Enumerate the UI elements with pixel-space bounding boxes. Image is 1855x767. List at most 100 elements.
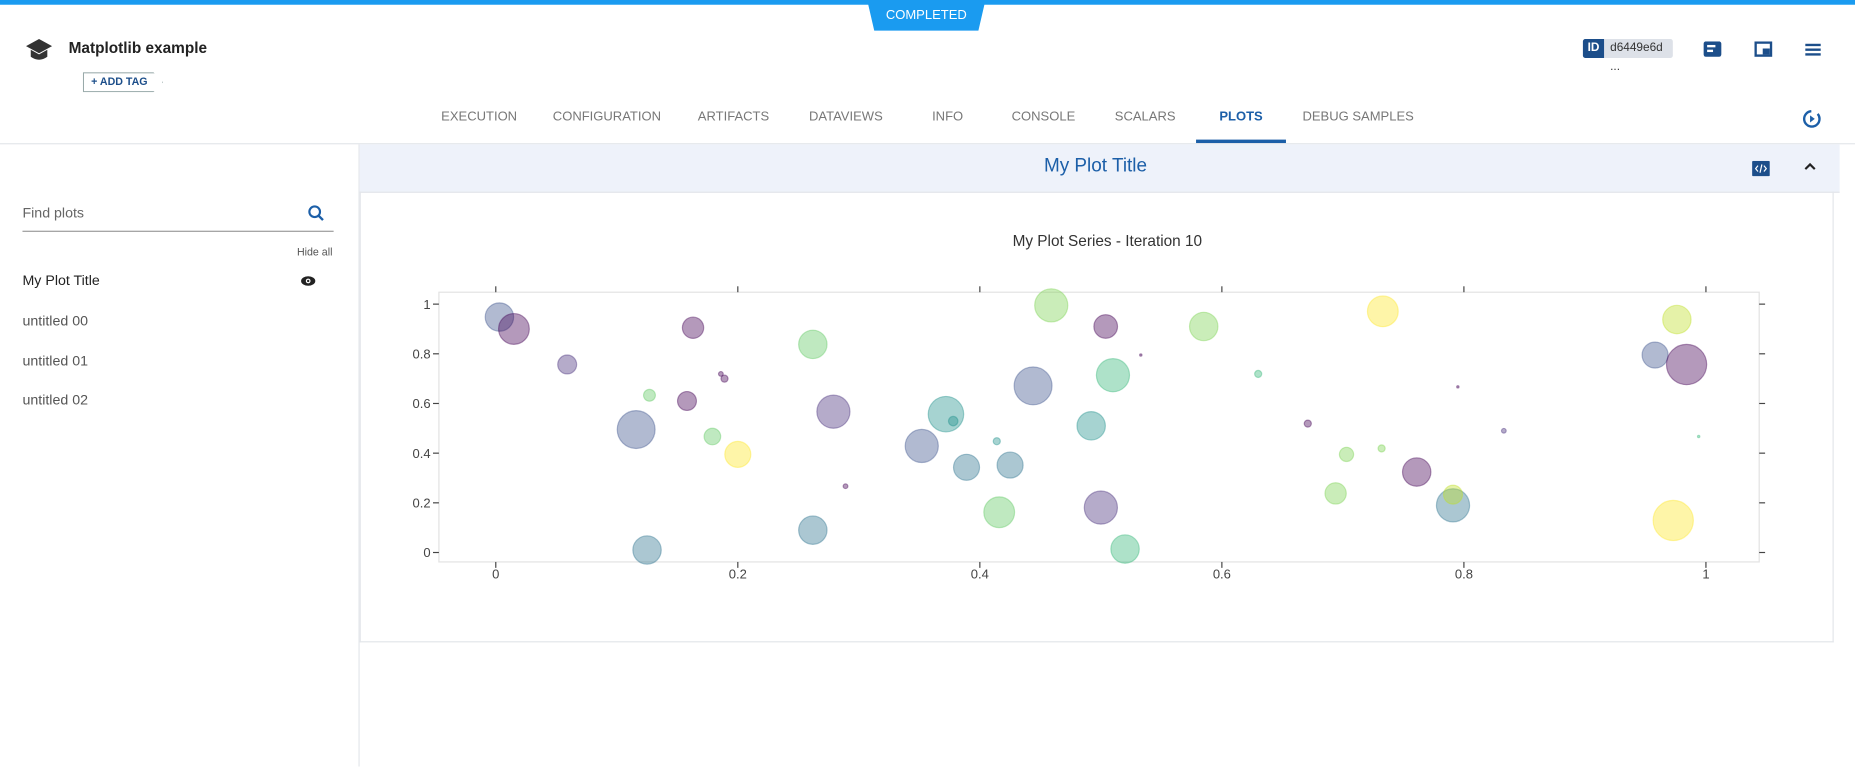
add-tag-button[interactable]: + ADD TAG	[82, 72, 163, 93]
bubble	[497, 312, 530, 345]
bubble	[720, 374, 729, 383]
chart-title: My Plot Series - Iteration 10	[1013, 233, 1203, 250]
bubble	[1665, 343, 1708, 386]
collapse-icon[interactable]	[1803, 161, 1817, 173]
tab[interactable]: DEBUG SAMPLES	[1302, 110, 1414, 125]
y-tick-label: 0	[423, 545, 430, 560]
divider	[0, 143, 1855, 145]
bubble	[1013, 366, 1053, 406]
plot-area	[438, 291, 1760, 563]
bubble	[992, 437, 1001, 446]
panel-header	[359, 144, 1840, 193]
bubble	[952, 453, 981, 481]
bubble	[703, 427, 722, 446]
panel-title: My Plot Title	[1043, 156, 1148, 177]
bubble	[816, 394, 851, 429]
layout-icon[interactable]	[1754, 41, 1773, 58]
bubble	[484, 302, 515, 332]
bubble	[947, 415, 959, 427]
bubble	[798, 329, 828, 360]
bubble	[1641, 341, 1669, 369]
search-icon[interactable]	[308, 205, 325, 222]
bubble	[1401, 457, 1432, 487]
bubble	[1139, 353, 1143, 357]
y-tick-label: 0.2	[413, 496, 431, 511]
tab[interactable]: CONSOLE	[1011, 110, 1076, 125]
bubble	[927, 395, 965, 433]
bubble	[1188, 311, 1219, 342]
logo-icon	[26, 39, 53, 60]
x-tick-label: 0.8	[1455, 567, 1473, 582]
details-icon[interactable]	[1703, 41, 1723, 58]
bubble	[1652, 499, 1694, 542]
plot-card	[359, 191, 1834, 643]
tab[interactable]: PLOTS	[1219, 110, 1263, 125]
bubble	[996, 451, 1024, 479]
bubble	[842, 483, 849, 490]
x-tick-label: 0	[492, 567, 499, 582]
plot-list-item[interactable]: untitled 01	[22, 352, 89, 370]
bubble	[1254, 369, 1263, 379]
y-tick-label: 0.4	[413, 446, 431, 461]
bubble	[1034, 288, 1069, 323]
bubble	[1083, 490, 1119, 525]
visibility-icon[interactable]	[300, 276, 316, 287]
sidebar	[0, 144, 360, 767]
status-badge: COMPLETED	[867, 0, 986, 31]
embed-icon[interactable]	[1752, 160, 1770, 177]
bubble	[616, 410, 656, 450]
plot-list-item[interactable]: untitled 00	[22, 312, 89, 329]
active-tab-underline	[1196, 139, 1286, 144]
menu-icon[interactable]	[1804, 41, 1823, 58]
tab[interactable]: CONFIGURATION	[552, 110, 662, 125]
status-text: COMPLETED	[885, 8, 967, 23]
bubble	[557, 354, 578, 375]
bubble	[1095, 358, 1131, 393]
bubble	[1076, 411, 1106, 441]
bubble	[1662, 304, 1692, 335]
tab[interactable]: DATAVIEWS	[808, 110, 883, 125]
x-tick-label: 0.6	[1213, 567, 1231, 582]
bubble	[1110, 534, 1140, 564]
bubble	[798, 515, 828, 545]
id-label: ID	[1582, 39, 1605, 58]
tab[interactable]: ARTIFACTS	[697, 110, 770, 125]
x-tick-label: 0.2	[729, 567, 747, 582]
search-underline	[22, 230, 334, 232]
bubble	[1435, 488, 1471, 523]
bubble	[904, 428, 939, 464]
y-tick-label: 0.8	[413, 347, 431, 362]
bubble	[1093, 314, 1119, 339]
plot-list-item[interactable]: untitled 02	[22, 391, 89, 409]
bubble	[1366, 295, 1399, 328]
bubble	[632, 535, 662, 565]
x-tick-label: 1	[1702, 567, 1709, 582]
chart: My Plot Series - Iteration 10 0 0.2 0.4 0.6 0…	[413, 233, 1766, 582]
y-tick-label: 0.6	[413, 396, 431, 411]
bubble	[717, 370, 724, 377]
bubble	[1442, 484, 1464, 505]
id-value: d6449e6d ...	[1604, 39, 1673, 73]
bubble	[983, 496, 1016, 529]
bubble	[676, 390, 698, 412]
tab[interactable]: INFO	[932, 110, 964, 125]
bubble	[1456, 385, 1460, 389]
refresh-icon[interactable]	[1802, 109, 1822, 129]
bubble	[642, 388, 656, 402]
x-tick-label: 0.4	[971, 567, 989, 582]
bubble	[1324, 482, 1347, 505]
bubble	[681, 316, 705, 339]
bubble	[1377, 444, 1386, 453]
bubble	[1338, 446, 1355, 463]
bubble	[1696, 434, 1701, 439]
tab[interactable]: SCALARS	[1114, 110, 1176, 125]
experiment-title: Matplotlib example	[68, 39, 208, 57]
id-badge[interactable]: ID d6449e6d ...	[1582, 39, 1673, 73]
tab[interactable]: EXECUTION	[441, 110, 518, 125]
plot-list-item[interactable]: My Plot Title	[22, 272, 100, 289]
hide-all-button[interactable]: Hide all	[296, 246, 333, 258]
bubble	[1303, 419, 1312, 428]
search-input[interactable]: Find plots	[22, 204, 85, 222]
